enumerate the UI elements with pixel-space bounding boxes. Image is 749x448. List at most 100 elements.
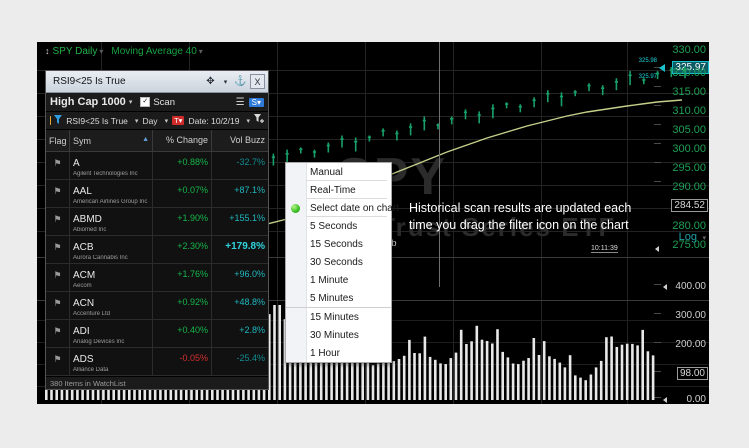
- chevron-down-icon[interactable]: ▾: [128, 99, 133, 106]
- chevron-down-icon[interactable]: ▾: [99, 47, 104, 56]
- checkbox-checked-icon[interactable]: ✓: [140, 97, 151, 107]
- row-flag-cell[interactable]: ⚑: [46, 235, 70, 264]
- resize-handle-icon[interactable]: ↕: [45, 46, 50, 56]
- row-symbol-cell[interactable]: A Agilent Technologies Inc: [69, 151, 153, 180]
- price-marker-label[interactable]: 284.52: [671, 199, 708, 212]
- price-tick: 290.00: [672, 181, 706, 193]
- pin-icon[interactable]: ⚓: [234, 76, 247, 87]
- row-symbol-cell[interactable]: ABMD Abiomed Inc: [69, 207, 153, 236]
- chevron-down-icon[interactable]: ▾: [702, 235, 706, 242]
- row-flag-cell[interactable]: ⚑: [46, 263, 70, 292]
- row-volbuzz-cell: +87.1%: [211, 179, 268, 208]
- aggregation-selector[interactable]: Day: [142, 115, 158, 126]
- close-icon[interactable]: X: [250, 74, 265, 89]
- row-flag-cell[interactable]: ⚑: [46, 319, 70, 348]
- column-header-sym-label: Sym: [73, 135, 91, 146]
- row-flag-cell[interactable]: ⚑: [46, 151, 70, 180]
- axis-tick-mark: [654, 86, 661, 87]
- table-row[interactable]: ⚑ AAL American Airlines Group Inc +0.07% +87…: [46, 179, 268, 208]
- scan-checkbox[interactable]: ✓ Scan: [140, 97, 175, 108]
- row-change-cell: +1.90%: [152, 207, 212, 236]
- flag-icon[interactable]: ⚑: [53, 186, 62, 196]
- menu-item[interactable]: 5 Seconds: [286, 217, 391, 235]
- flag-icon[interactable]: ⚑: [53, 298, 62, 308]
- column-header-sym[interactable]: Sym ▲: [69, 130, 153, 152]
- panel-title-bar[interactable]: RSI9<25 Is True ✥ ▾ ⚓ X: [46, 71, 268, 93]
- price-tick: 315.00: [672, 86, 706, 98]
- add-filter-icon[interactable]: [254, 113, 264, 128]
- table-row[interactable]: ⚑ ACM Aecom +1.76% +96.0%: [46, 263, 268, 292]
- column-header-volbuzz[interactable]: Vol Buzz: [211, 130, 268, 152]
- column-header-flag[interactable]: Flag: [46, 130, 70, 152]
- table-header-row: Flag Sym ▲ % Change Vol Buzz: [46, 130, 268, 152]
- price-axis[interactable]: 330.00 320.00 315.00 310.00 305.00 300.0…: [655, 42, 709, 404]
- menu-item[interactable]: 5 Minutes: [286, 289, 391, 307]
- volume-marker-label[interactable]: 98.00: [676, 367, 708, 380]
- volume-tick: 0.00: [686, 394, 706, 404]
- flag-icon[interactable]: ⚑: [53, 242, 62, 252]
- log-scale-button[interactable]: Log: [678, 231, 697, 243]
- chevron-down-icon[interactable]: ▾: [198, 47, 203, 56]
- row-volbuzz-cell: +48.8%: [211, 291, 268, 320]
- row-symbol-cell[interactable]: ADS Alliance Data: [69, 347, 153, 376]
- time-badge-icon[interactable]: T▾: [172, 116, 185, 125]
- volume-tick: 200.00: [675, 339, 706, 350]
- grid-line-horizontal: [37, 116, 709, 117]
- chart-study-label[interactable]: Moving Average 40: [111, 46, 197, 57]
- flag-icon[interactable]: ⚑: [53, 354, 62, 364]
- menu-item[interactable]: 1 Hour: [286, 344, 391, 362]
- menu-item[interactable]: Select date on chart: [286, 199, 399, 217]
- menu-item[interactable]: 15 Seconds: [286, 235, 391, 253]
- menu-item-label: 1 Minute: [310, 274, 349, 286]
- funnel-icon[interactable]: [54, 115, 63, 126]
- filter-expression-label[interactable]: RSI9<25 Is True: [66, 115, 128, 126]
- flag-icon[interactable]: ⚑: [53, 326, 62, 336]
- axis-tick-mark: [654, 181, 661, 182]
- flag-icon[interactable]: ⚑: [53, 214, 62, 224]
- menu-item[interactable]: 30 Seconds: [286, 253, 391, 271]
- table-row[interactable]: ⚑ ACB Aurora Cannabis Inc +2.30% +179.8%: [46, 235, 268, 264]
- chart-header[interactable]: ↕ SPY Daily ▾ Moving Average 40 ▾: [45, 46, 203, 57]
- row-flag-cell[interactable]: ⚑: [46, 347, 70, 376]
- row-flag-cell[interactable]: ⚑: [46, 207, 70, 236]
- menu-item[interactable]: Manual: [286, 163, 391, 181]
- table-row[interactable]: ⚑ ACN Accenture Ltd +0.92% +48.8%: [46, 291, 268, 320]
- row-flag-cell[interactable]: ⚑: [46, 179, 70, 208]
- table-row[interactable]: ⚑ ABMD Abiomed Inc +1.90% +155.1%: [46, 207, 268, 236]
- settings-badge-icon[interactable]: S▾: [248, 97, 264, 107]
- move-icon[interactable]: ✥: [206, 76, 215, 87]
- table-row[interactable]: ⚑ ADI Analog Devices Inc +0.40% +2.8%: [46, 319, 268, 348]
- hamburger-menu-icon[interactable]: ☰: [235, 96, 245, 108]
- row-symbol-cell[interactable]: ACM Aecom: [69, 263, 153, 292]
- chevron-down-icon[interactable]: ▾: [134, 117, 139, 125]
- row-symbol-cell[interactable]: AAL American Airlines Group Inc: [69, 179, 153, 208]
- chevron-down-icon[interactable]: ▾: [246, 117, 250, 125]
- row-symbol-cell[interactable]: ACN Accenture Ltd: [69, 291, 153, 320]
- row-symbol-cell[interactable]: ACB Aurora Cannabis Inc: [69, 235, 153, 264]
- grid-line-horizontal: [37, 139, 709, 140]
- menu-item[interactable]: 1 Minute: [286, 271, 391, 289]
- date-label[interactable]: Date: 10/2/19: [188, 115, 240, 126]
- chevron-down-icon[interactable]: ▾: [164, 117, 169, 125]
- row-volbuzz-cell: +155.1%: [211, 207, 268, 236]
- chevron-down-icon[interactable]: ▾: [223, 78, 228, 86]
- axis-tick-mark: [654, 313, 661, 314]
- menu-item[interactable]: 30 Minutes: [286, 326, 391, 344]
- table-row[interactable]: ⚑ A Agilent Technologies Inc +0.88% -32.7%: [46, 151, 268, 180]
- row-symbol-cell[interactable]: ADI Analog Devices Inc: [69, 319, 153, 348]
- menu-item[interactable]: Real-Time: [286, 181, 391, 199]
- price-tick: 310.00: [672, 105, 706, 117]
- sort-ascending-icon[interactable]: ▲: [142, 135, 149, 143]
- menu-item[interactable]: 15 Minutes: [286, 307, 391, 326]
- axis-tick-mark: [654, 397, 661, 398]
- column-header-change[interactable]: % Change: [152, 130, 212, 152]
- row-flag-cell[interactable]: ⚑: [46, 291, 70, 320]
- volume-tick: 300.00: [675, 310, 706, 321]
- flag-icon[interactable]: ⚑: [53, 270, 62, 280]
- last-price-badge[interactable]: 325.97: [672, 61, 709, 74]
- watchlist-selector[interactable]: High Cap 1000: [50, 96, 126, 108]
- chart-symbol-label[interactable]: SPY Daily: [52, 46, 98, 57]
- table-row[interactable]: ⚑ ADS Alliance Data -0.05% -25.4%: [46, 347, 268, 376]
- scan-checkbox-label: Scan: [153, 96, 175, 108]
- flag-icon[interactable]: ⚑: [53, 158, 62, 168]
